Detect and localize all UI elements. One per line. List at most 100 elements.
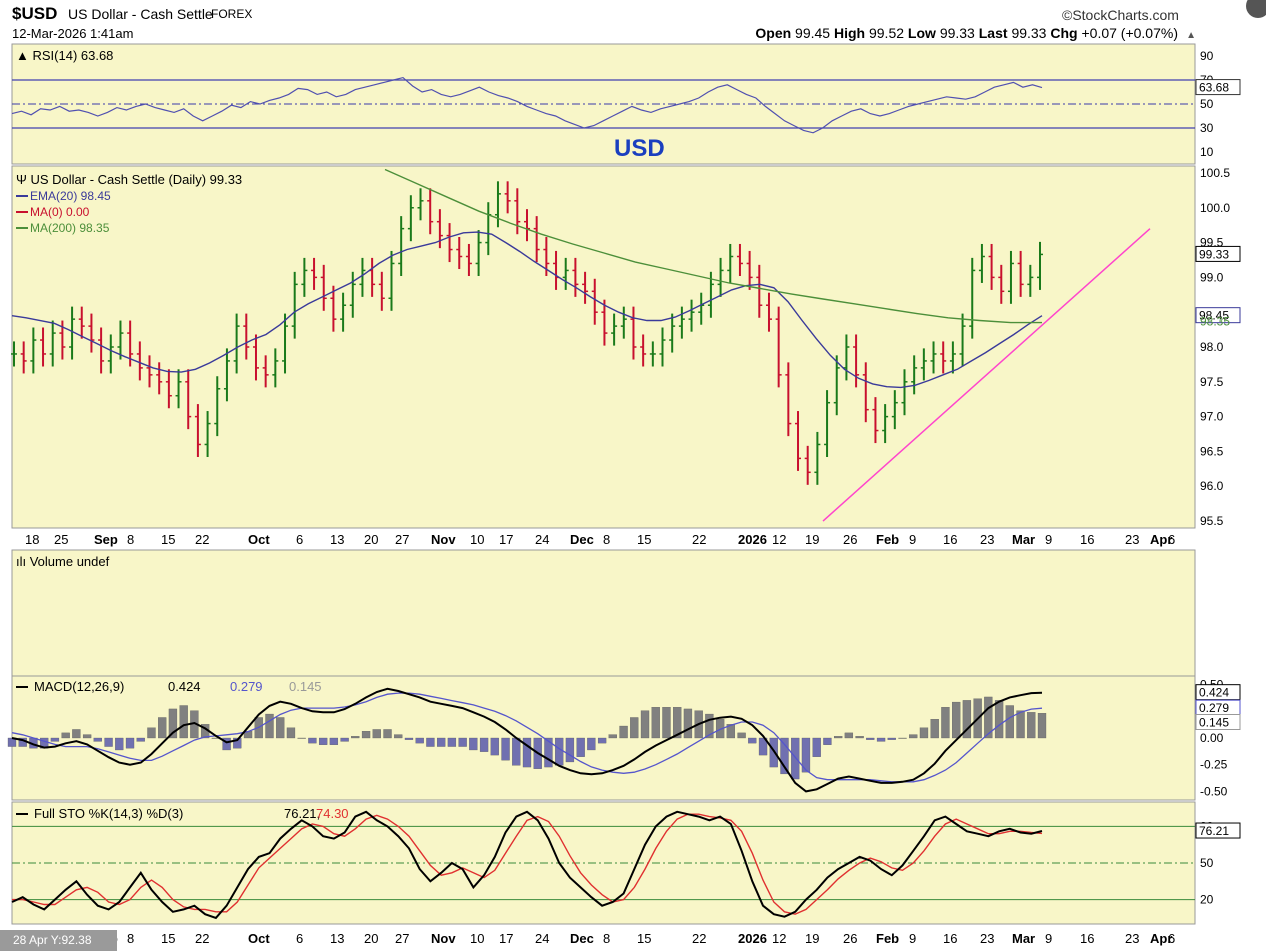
brand-label[interactable]: ©StockCharts.com [1062, 7, 1179, 23]
macd-histogram-bar [984, 696, 993, 739]
x-axis-tick-label: 27 [395, 931, 409, 946]
close-icon[interactable] [1246, 0, 1266, 18]
open-value: 99.45 [795, 25, 831, 41]
x-axis-tick-label: 2026 [738, 931, 767, 946]
macd-histogram-bar [222, 737, 231, 751]
x-axis-tick-label: Feb [876, 532, 899, 547]
x-axis-tick-label: 25 [54, 532, 68, 547]
macd-histogram-bar [823, 737, 832, 745]
x-axis-tick-label: 22 [195, 931, 209, 946]
macd-histogram-bar [104, 737, 113, 747]
ema-value-label-box [1195, 307, 1241, 324]
x-axis-tick-label: 16 [1080, 931, 1094, 946]
macd-histogram-bar [662, 707, 671, 739]
price-tick-label: 99.0 [1200, 270, 1224, 284]
chart-datetime: 12-Mar-2026 1:41am [12, 26, 134, 41]
macd-histogram-bar [318, 737, 328, 745]
x-axis-tick-label: 20 [364, 931, 378, 946]
macd-histogram-bar [833, 736, 843, 739]
macd-histogram-bar [576, 737, 585, 757]
macd-histogram-bar [1016, 710, 1025, 739]
price-tick-label: 97.5 [1200, 375, 1224, 389]
stochastic-value-label-box [1195, 822, 1241, 839]
macd-histogram-bar [994, 700, 1004, 739]
macd-histogram-bar [941, 707, 950, 739]
macd-histogram-bar [866, 737, 875, 740]
macd-histogram-bar [673, 707, 682, 739]
macd-histogram-bar [630, 717, 639, 739]
x-axis-tick-label: 27 [395, 532, 409, 547]
vol-panel [11, 549, 1196, 677]
macd-histogram-bar [812, 737, 821, 757]
x-axis-tick-label: 23 [1125, 532, 1139, 547]
macd-histogram-bar [683, 708, 693, 739]
x-axis-tick-label: 8 [603, 532, 610, 547]
price-tick-label: 98.0 [1200, 340, 1224, 354]
support-trendline [822, 228, 1151, 522]
x-axis-tick-label: 8 [127, 532, 134, 547]
x-axis-tick-label: 9 [1045, 931, 1052, 946]
macd-histogram-bar [394, 734, 403, 739]
macd-histogram-bar [791, 737, 800, 780]
macd-histogram-bar [179, 705, 188, 739]
x-axis-tick-label: 15 [161, 931, 175, 946]
macd-line [11, 687, 1043, 793]
x-axis-tick-label: 22 [195, 532, 209, 547]
macd-histogram-bar [748, 737, 757, 744]
macd-histogram-bar [930, 719, 939, 739]
price-tick-label: 100.5 [1200, 166, 1230, 180]
x-axis-tick-label: Dec [570, 931, 594, 946]
macd-histogram-bar [276, 717, 285, 739]
macd-histogram-bar [587, 737, 596, 751]
x-axis-tick-label: 8 [127, 931, 134, 946]
price-title: Ψ US Dollar - Cash Settle (Daily) 99.33 [16, 172, 242, 187]
price-legend-entry: EMA(20) 98.45 [30, 189, 111, 203]
ma200-line [384, 168, 1042, 324]
macd-histogram-bar [640, 710, 650, 739]
macd-histogram-bar [447, 737, 457, 747]
macd-legend-value: 0.145 [289, 679, 322, 694]
macd-histogram-bar [522, 737, 532, 768]
x-axis-tick-label: 9 [1045, 532, 1052, 547]
macd-histogram-bar [50, 737, 60, 742]
macd-histogram-bar [919, 727, 929, 739]
macd-histogram-bar [876, 737, 886, 742]
macd-hist-value-label-box [1195, 714, 1241, 730]
last-label: Last [978, 25, 1008, 41]
x-axis-tick-label: 12 [772, 931, 786, 946]
macd-tick-label: -0.50 [1200, 784, 1228, 798]
price-legend-entry: MA(200) 98.35 [30, 221, 110, 235]
rsi-title: ▲ RSI(14) 63.68 [16, 48, 113, 63]
macd-histogram-bar [437, 737, 446, 747]
x-axis-tick-label: Oct [248, 931, 270, 946]
macd-histogram-bar [855, 736, 864, 739]
macd-histogram-bar [93, 737, 102, 742]
x-axis-tick-label: Oct [248, 532, 270, 547]
x-axis-tick-label: 19 [805, 931, 819, 946]
rsi-value-label-box [1195, 79, 1241, 96]
price-legend-entry: MA(0) 0.00 [30, 205, 90, 219]
x-axis-tick-label: 10 [470, 931, 484, 946]
macd-histogram-bar [308, 737, 317, 744]
macd-histogram-bar [758, 737, 768, 756]
x-axis-tick-label: 26 [843, 931, 857, 946]
macd-histogram-bar [619, 725, 628, 739]
last-value: 99.33 [1011, 25, 1047, 41]
price-tick-label: 97.0 [1200, 410, 1224, 424]
macd-hist-value-label: 0.145 [1199, 716, 1229, 730]
macd-histogram-bar [426, 737, 435, 747]
x-axis-tick-label: 26 [843, 532, 857, 547]
x-axis-tick-label: 16 [943, 532, 957, 547]
last-price-label-box [1195, 245, 1241, 262]
x-axis-tick-label: 17 [499, 931, 513, 946]
macd-histogram-bar [404, 737, 414, 740]
macd-legend-value: 0.279 [230, 679, 263, 694]
ema-line [11, 231, 1043, 389]
collapse-triangle-icon[interactable]: ▲ [1186, 30, 1196, 41]
macd-histogram-bar [479, 737, 489, 752]
low-label: Low [907, 25, 936, 41]
x-axis-tick-label: 19 [805, 532, 819, 547]
x-axis-tick-label: 24 [535, 532, 549, 547]
price-tick-label: 96.5 [1200, 444, 1224, 458]
x-axis-tick-label: 23 [980, 532, 994, 547]
